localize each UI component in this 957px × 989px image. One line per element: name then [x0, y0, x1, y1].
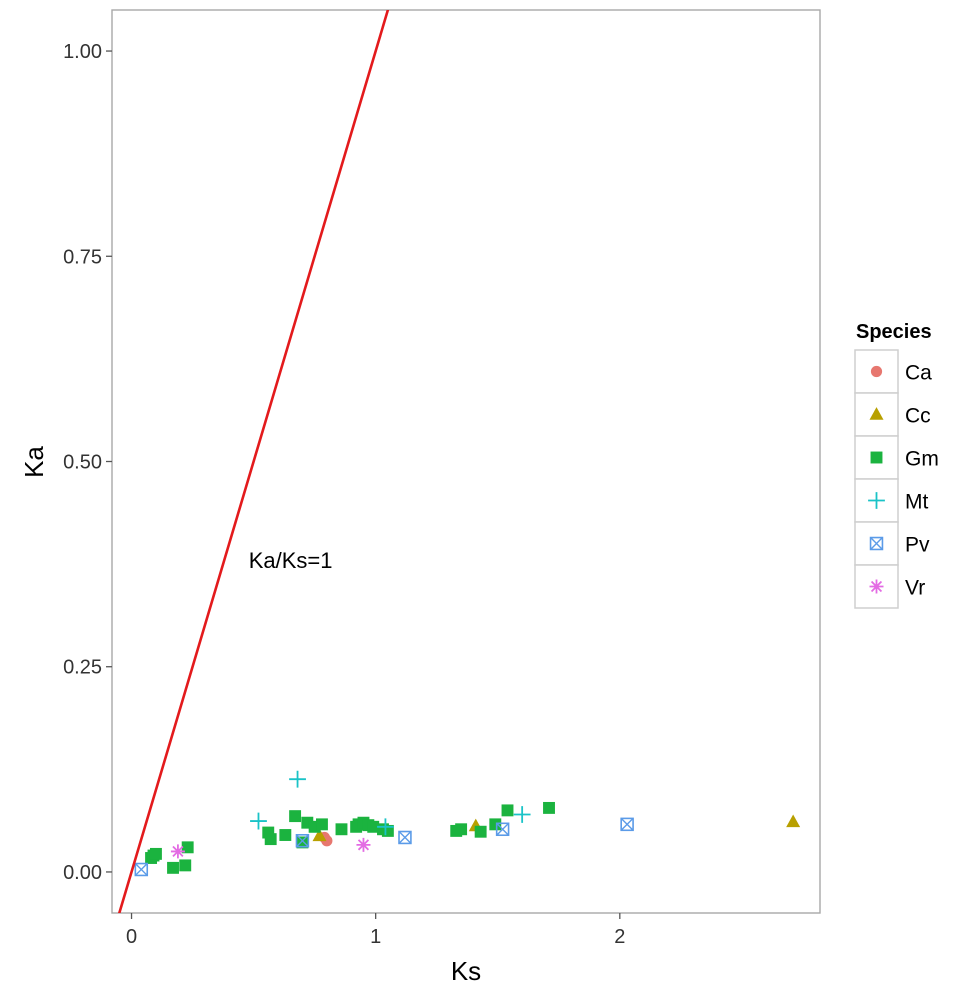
- data-point: [381, 824, 394, 837]
- data-point: [295, 834, 310, 848]
- reference-line-annotation: Ka/Ks=1: [249, 548, 333, 573]
- points-layer: [134, 770, 801, 877]
- data-point: [170, 844, 185, 859]
- legend-marker: [868, 492, 885, 509]
- x-axis-label: Ks: [451, 956, 481, 986]
- y-tick-label: 0.50: [63, 452, 102, 474]
- data-point: [262, 826, 275, 839]
- legend-marker: [869, 579, 884, 594]
- legend-label: Vr: [905, 577, 925, 600]
- legend-marker: [870, 365, 883, 378]
- legend-entry-cc: Cc: [854, 392, 931, 437]
- legend-entry-ca: Ca: [854, 349, 932, 394]
- data-point: [335, 823, 348, 836]
- legend-label: Pv: [905, 534, 930, 557]
- reference-line-layer: [117, 10, 390, 913]
- series-pv: [134, 817, 634, 877]
- reference-line: [117, 10, 390, 913]
- data-point: [501, 804, 514, 817]
- data-point: [181, 841, 194, 854]
- y-tick-label: 1.00: [63, 41, 102, 63]
- legend-key: [854, 435, 899, 480]
- data-point: [316, 818, 328, 831]
- y-tick-label: 0.25: [63, 657, 102, 679]
- legend-entry-pv: Pv: [854, 521, 930, 566]
- data-point: [620, 817, 634, 832]
- data-point: [167, 861, 179, 874]
- plot-panel: [111, 9, 821, 914]
- data-point: [543, 801, 555, 814]
- y-axis: 0.00 0.25 0.50 0.75 1.00: [63, 41, 112, 884]
- data-point: [489, 818, 502, 831]
- data-point: [279, 829, 292, 841]
- legend-entries: Ca Cc Gm Mt Pv Vr: [854, 349, 939, 609]
- data-point: [377, 818, 394, 836]
- x-axis: 0 1 2: [126, 913, 625, 948]
- data-point: [264, 833, 277, 846]
- data-point: [513, 806, 531, 823]
- legend-entry-vr: Vr: [854, 564, 925, 609]
- legend-title: Species: [856, 321, 932, 343]
- legend-marker: [869, 536, 884, 551]
- legend-label: Gm: [905, 448, 939, 471]
- legend-label: Mt: [905, 491, 928, 514]
- data-point: [134, 862, 149, 877]
- x-tick-label: 1: [370, 926, 381, 948]
- x-tick-label: 0: [126, 926, 137, 948]
- data-point: [474, 825, 487, 838]
- data-point: [149, 847, 162, 860]
- data-point: [289, 770, 306, 788]
- data-point: [312, 828, 327, 842]
- legend-marker: [869, 407, 884, 420]
- data-point: [301, 816, 314, 829]
- series-mt: [250, 770, 531, 836]
- legend-label: Ca: [905, 362, 932, 385]
- data-point: [455, 823, 468, 836]
- legend-label: Cc: [905, 405, 931, 428]
- data-point: [296, 836, 309, 849]
- x-tick-label: 2: [614, 926, 625, 948]
- series-vr: [170, 837, 371, 859]
- data-point: [289, 810, 302, 823]
- y-tick-label: 0.00: [63, 862, 102, 884]
- data-point: [250, 812, 267, 830]
- y-axis-label: Ka: [19, 446, 49, 478]
- data-point: [367, 820, 380, 833]
- legend-entry-mt: Mt: [854, 478, 928, 523]
- y-tick-label: 0.75: [63, 246, 102, 268]
- series-gm: [145, 801, 555, 874]
- data-point: [398, 830, 412, 845]
- legend-entry-gm: Gm: [854, 435, 939, 480]
- data-point: [356, 837, 371, 852]
- data-point: [179, 859, 192, 872]
- data-point: [495, 822, 510, 837]
- legend-marker: [870, 451, 883, 464]
- data-point: [308, 820, 321, 833]
- legend: Species Ca Cc Gm Mt Pv Vr: [854, 321, 939, 609]
- data-point: [786, 814, 801, 828]
